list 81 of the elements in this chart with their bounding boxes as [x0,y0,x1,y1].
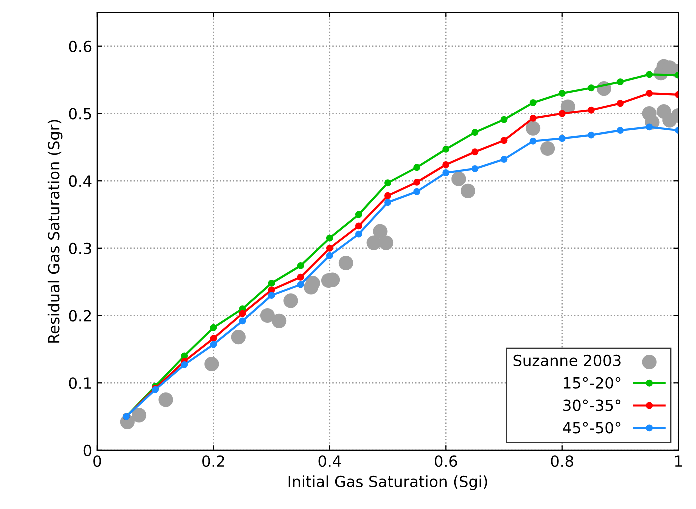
point [452,172,466,186]
point [442,170,450,176]
point [272,314,287,328]
point [355,230,362,238]
point [500,116,508,124]
legend-label: 30°-35° [564,400,621,412]
point [646,71,654,78]
point [326,252,334,260]
point [558,90,566,98]
point [297,281,304,288]
point [617,127,624,134]
point [378,236,394,250]
point [297,262,304,270]
x-tick-label: 0.4 [318,456,342,468]
point [472,129,479,136]
point [338,256,354,271]
legend-label: Suzanne 2003 [514,354,621,366]
point [530,99,537,106]
point [442,161,450,168]
point [204,356,220,372]
point [646,124,654,131]
x-tick-label: 0.8 [551,456,574,468]
y-tick-label: 0.3 [69,242,92,254]
point [268,286,276,294]
point [210,335,218,342]
point [530,138,537,145]
point [326,234,334,242]
point [284,294,298,308]
x-tick-label: 1 [675,456,682,467]
legend-label: 15°-20° [564,377,621,389]
x-tick-label: 0 [94,456,102,468]
point [414,178,421,186]
point [588,106,595,114]
point [617,100,624,108]
point [297,274,304,281]
point [384,199,392,206]
point [210,324,218,332]
point [268,280,276,287]
point [530,114,537,122]
point [414,188,421,196]
point [500,156,508,164]
point [526,121,541,136]
x-tick-label: 0.6 [434,456,458,468]
point [646,90,654,98]
point [231,330,246,345]
point [384,180,392,187]
y-tick-label: 0.5 [69,108,92,120]
point [132,408,147,423]
point [384,192,392,200]
point [268,292,276,300]
point [558,135,566,142]
point [442,146,450,153]
point [373,224,388,239]
y-tick-label: 0.4 [69,176,92,188]
point [472,148,479,156]
point [326,244,334,252]
point [588,132,595,139]
y-tick-label: 0 [84,444,92,456]
point [260,308,276,324]
y-tick-label: 0.6 [69,40,92,52]
point [239,318,246,325]
point [158,392,174,408]
y-tick-label: 0.1 [69,378,92,390]
point [500,137,508,144]
point [472,165,479,172]
point [181,361,188,368]
point [414,164,421,172]
point [355,222,362,230]
point [558,110,566,118]
y-axis-title: Residual Gas Saturation (Sgr) [48,120,63,343]
point [617,78,624,86]
point [540,141,556,156]
point [239,310,246,318]
x-axis-title: Initial Gas Saturation (Sgi) [288,476,488,490]
point [355,211,362,218]
legend-label: 45°-50° [563,422,621,434]
point [588,84,595,92]
point [460,184,476,198]
y-tick-label: 0.2 [69,310,92,322]
x-tick-label: 0.2 [202,456,224,468]
point [210,341,218,348]
